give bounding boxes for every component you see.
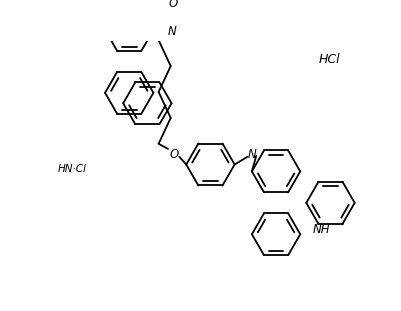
Text: O: O — [170, 148, 179, 161]
Text: HCl: HCl — [319, 53, 340, 67]
Text: O: O — [169, 0, 178, 10]
Text: N: N — [168, 25, 177, 38]
Text: N: N — [247, 148, 256, 161]
Text: HN·Cl: HN·Cl — [58, 164, 87, 174]
Text: NH: NH — [312, 223, 330, 236]
